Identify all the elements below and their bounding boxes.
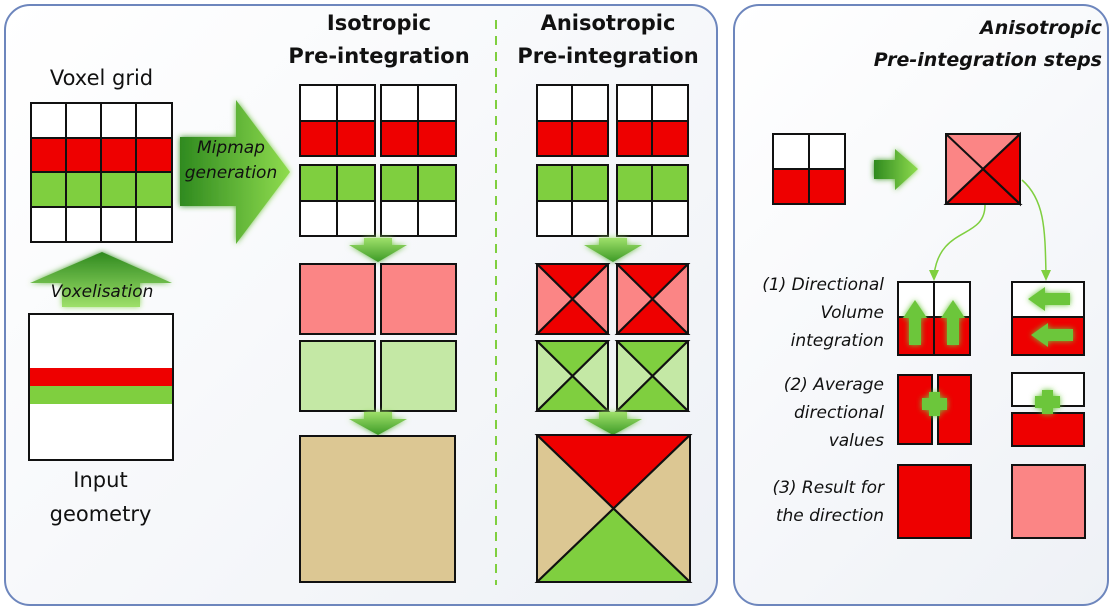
voxel-grid: [30, 102, 173, 243]
voxel-grid-label: Voxel grid: [49, 66, 154, 90]
steps-title-line2: Pre-integration steps: [873, 49, 1102, 71]
isotropic-title-line2: Pre-integration: [288, 44, 470, 68]
step2-line3: values: [828, 431, 884, 451]
steps-output-cell: [943, 131, 1023, 207]
step1-vertical-cell: [897, 281, 971, 356]
isotropic-level2: [299, 435, 456, 583]
voxelisation-arrow: [30, 252, 172, 307]
anisotropic-title-line2: Pre-integration: [517, 44, 699, 68]
anisotropic-title-line1: Anisotropic: [540, 11, 676, 35]
anisotropic-down-arrow-2: [584, 412, 642, 435]
aniso-red-cell-1: [534, 263, 611, 335]
anisotropic-title: Anisotropic Pre-integration: [513, 7, 703, 73]
steps-connectors: [933, 179, 1047, 276]
step3-line1: (3) Result for: [772, 478, 884, 498]
connector-head-1: [929, 270, 939, 281]
isotropic-title: Isotropic Pre-integration: [284, 7, 474, 73]
isotropic-down-arrow-2: [349, 412, 407, 435]
mipmap-label-line1: Mipmap: [197, 138, 265, 158]
connector-head-2: [1041, 270, 1051, 281]
step1-line2: Volume: [820, 303, 884, 323]
mipmap-label-line2: generation: [184, 163, 278, 183]
isotropic-level0: [299, 84, 457, 237]
steps-title-line1: Anisotropic: [980, 17, 1102, 39]
steps-input-cell: [772, 133, 846, 205]
step1-line3: integration: [790, 331, 884, 351]
input-geometry-label: Input geometry: [30, 463, 171, 531]
isotropic-title-line1: Isotropic: [326, 11, 432, 35]
step1-line1: (1) Directional: [762, 275, 884, 295]
anisotropic-level0: [536, 84, 689, 237]
step2-label: (2) Average directional values: [740, 371, 884, 455]
steps-title: Anisotropic Pre-integration steps: [820, 12, 1102, 76]
step1-up-arrows: [903, 300, 965, 345]
step3-label: (3) Result for the direction: [740, 474, 884, 530]
input-geometry-line2: geometry: [49, 502, 152, 526]
isotropic-down-arrow-1: [349, 238, 407, 262]
anisotropic-level2: [534, 434, 693, 583]
step1-left-arrows: [1028, 287, 1073, 347]
anisotropic-level1: [534, 263, 691, 412]
voxelisation-label: Voxelisation: [50, 282, 154, 302]
isotropic-level1: [299, 263, 457, 412]
plus-icon: [922, 390, 1060, 416]
aniso-green-cell-1: [534, 340, 611, 412]
input-geometry-line1: Input: [73, 468, 128, 492]
step3-results: [897, 464, 1086, 539]
step1-label: (1) Directional Volume integration: [740, 271, 884, 355]
steps-right-arrow: [874, 149, 918, 190]
step3-line2: the direction: [775, 506, 884, 526]
aniso-green-cell-2: [614, 340, 691, 412]
mipmap-arrow: [180, 100, 290, 244]
mipmap-label: Mipmap generation: [182, 136, 280, 186]
input-geometry-box: [28, 313, 174, 461]
step2-line2: directional: [793, 403, 884, 423]
aniso-red-cell-2: [614, 263, 691, 335]
anisotropic-down-arrow-1: [584, 238, 642, 262]
step2-line1: (2) Average: [783, 375, 884, 395]
